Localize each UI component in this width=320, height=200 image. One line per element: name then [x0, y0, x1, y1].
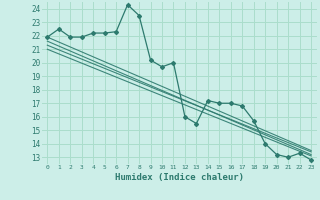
X-axis label: Humidex (Indice chaleur): Humidex (Indice chaleur) — [115, 173, 244, 182]
